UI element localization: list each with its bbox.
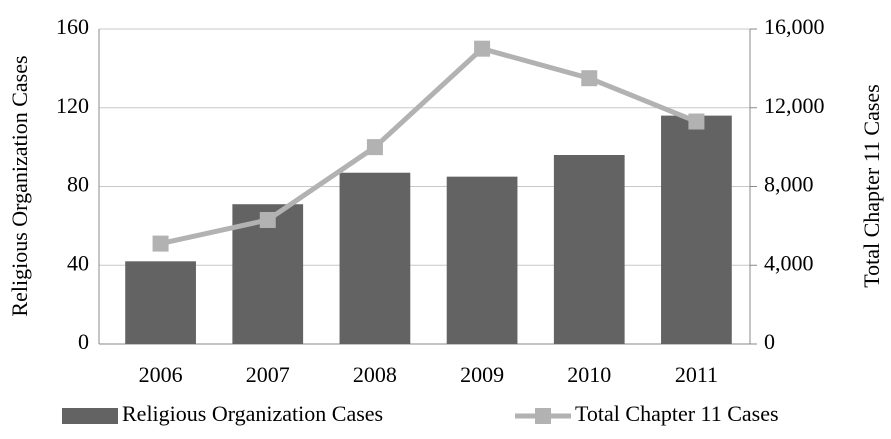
y2-axis-title: Total Chapter 11 Cases: [859, 84, 884, 288]
x-tick-label: 2009: [460, 362, 504, 387]
y-axis-title: Religious Organization Cases: [7, 55, 32, 316]
y-tick-label: 160: [56, 14, 89, 39]
legend-label: Total Chapter 11 Cases: [575, 401, 779, 426]
line-marker: [474, 40, 491, 57]
line-marker: [581, 70, 598, 87]
y-tick-label: 0: [78, 329, 89, 354]
y2-tick-label: 0: [764, 329, 775, 354]
y2-tick-label: 12,000: [764, 93, 825, 118]
legend-swatch: [62, 408, 118, 424]
bar: [125, 261, 196, 344]
y-tick-label: 40: [67, 250, 89, 275]
y-tick-label: 120: [56, 93, 89, 118]
bar: [553, 155, 625, 344]
legend-label: Religious Organization Cases: [122, 401, 383, 426]
x-tick-label: 2007: [246, 362, 290, 387]
y2-tick-label: 8,000: [764, 172, 814, 197]
y-tick-label: 80: [67, 172, 89, 197]
line-marker: [259, 211, 276, 228]
line: [160, 45, 698, 247]
y2-tick-label: 16,000: [764, 14, 825, 39]
line-marker: [688, 113, 705, 130]
bar: [661, 115, 732, 344]
x-tick-label: 2010: [567, 362, 611, 387]
x-tick-label: 2006: [139, 362, 183, 387]
x-tick-label: 2011: [675, 362, 718, 387]
line-marker: [152, 235, 169, 252]
x-tick-label: 2008: [353, 362, 397, 387]
legend-swatch: [535, 408, 551, 424]
bar: [446, 176, 518, 344]
line-marker: [366, 139, 383, 156]
y2-tick-label: 4,000: [764, 250, 814, 275]
bar: [339, 172, 411, 344]
